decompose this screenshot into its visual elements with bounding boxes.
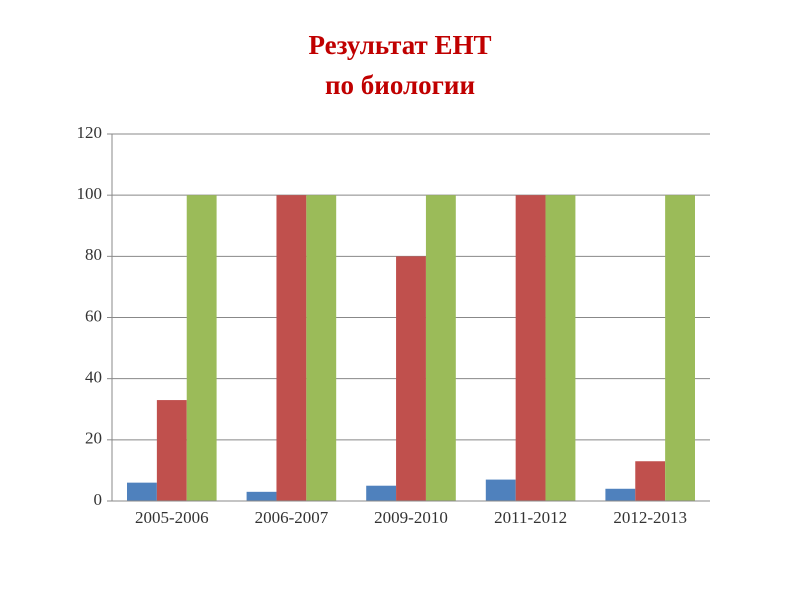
- y-tick-label: 60: [85, 306, 102, 325]
- chart-title: Результат ЕНТ: [308, 30, 491, 60]
- y-tick-label: 80: [85, 245, 102, 264]
- y-tick-label: 40: [85, 368, 102, 387]
- x-tick-label: 2006-2007: [255, 508, 329, 527]
- x-tick-label: 2012-2013: [613, 508, 687, 527]
- bar: [186, 195, 217, 501]
- x-tick-label: 2005-2006: [135, 508, 209, 527]
- bar: [396, 256, 426, 501]
- bar: [306, 195, 337, 501]
- bar: [665, 195, 695, 501]
- y-tick-label: 0: [94, 490, 103, 509]
- bar: [605, 488, 636, 501]
- bar: [635, 461, 666, 501]
- bar: [156, 400, 187, 501]
- bar: [485, 479, 516, 501]
- chart-title: по биологии: [325, 70, 475, 100]
- bar: [545, 195, 576, 501]
- bar: [276, 195, 307, 501]
- bar: [127, 482, 157, 501]
- bar: [425, 195, 456, 501]
- y-tick-label: 120: [77, 123, 103, 142]
- bar: [246, 491, 277, 501]
- y-tick-label: 100: [77, 184, 103, 203]
- bar: [366, 485, 397, 501]
- bar: [515, 195, 546, 501]
- x-tick-label: 2011-2012: [494, 508, 567, 527]
- y-tick-label: 20: [85, 429, 102, 448]
- x-tick-label: 2009-2010: [374, 508, 448, 527]
